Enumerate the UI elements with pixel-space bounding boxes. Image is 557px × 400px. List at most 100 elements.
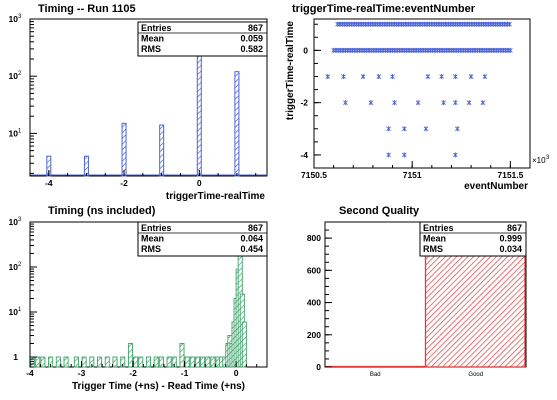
histogram-bin	[104, 356, 110, 368]
scatter-point	[342, 21, 347, 27]
scatter-point	[500, 47, 506, 53]
scatter-point	[467, 21, 472, 27]
histogram-bin	[138, 356, 144, 368]
scatter-point	[369, 47, 374, 53]
histogram-bin	[127, 343, 133, 368]
scatter-point	[493, 21, 498, 27]
x-tick-label: -1	[181, 368, 189, 378]
y-tick-label: 0	[303, 45, 308, 55]
histogram-bin	[158, 356, 164, 368]
scatter-point	[383, 47, 388, 53]
chart-title: Second Quality	[339, 205, 420, 217]
scatter-point	[470, 47, 475, 53]
scatter-point	[325, 74, 331, 80]
scatter-point	[423, 126, 429, 132]
scatter-point	[386, 126, 391, 132]
scatter-point	[424, 21, 430, 27]
scatter-point	[472, 47, 478, 53]
scatter-point	[347, 47, 353, 53]
scatter-point	[394, 21, 399, 27]
scatter-point	[339, 21, 345, 27]
scatter-point	[392, 47, 398, 53]
scatter-point	[497, 21, 503, 27]
histogram-bin	[210, 356, 216, 368]
scatter-point	[380, 21, 385, 27]
histogram-bin	[30, 356, 36, 368]
stats-label: RMS	[141, 244, 161, 254]
scatter-point	[449, 47, 454, 53]
histogram-bar	[159, 124, 165, 177]
scatter-point	[460, 21, 465, 27]
scatter-point	[476, 21, 482, 27]
histogram-bin	[189, 356, 195, 368]
stats-label: RMS	[141, 44, 161, 54]
scatter-point	[335, 21, 340, 27]
y-tick-label: -4	[300, 150, 308, 160]
scatter-point	[431, 21, 437, 27]
scatter-point	[456, 47, 461, 53]
plot-frame	[29, 18, 268, 177]
scatter-point	[408, 21, 413, 27]
scatter-point	[410, 21, 416, 27]
y-tick-label: 10	[9, 217, 19, 227]
x-tick-label: 7151	[403, 170, 422, 180]
scatter-point	[465, 47, 471, 53]
histogram-bin	[73, 356, 79, 368]
scatter-point	[416, 47, 421, 53]
scatter-point	[464, 21, 470, 27]
scatter-point	[425, 74, 431, 80]
scatter-point	[370, 21, 376, 27]
x-tick-label: 7150.5	[301, 170, 327, 180]
scatter-point	[387, 21, 392, 27]
scatter-point	[500, 21, 505, 27]
scatter-point	[450, 21, 456, 27]
stats-value: 0.999	[499, 234, 522, 244]
chart-title: Timing (ns included)	[48, 205, 156, 217]
y-tick-label: 10	[9, 307, 19, 317]
scatter-point	[477, 47, 483, 53]
scatter-point	[453, 100, 458, 106]
scatter-point	[491, 47, 497, 53]
y-tick-label: 0	[316, 362, 321, 372]
histogram-bar	[234, 71, 240, 177]
stats-label: Entries	[141, 23, 172, 33]
scatter-point	[382, 21, 388, 27]
scatter-point	[489, 47, 494, 53]
histogram-bin	[55, 356, 61, 368]
scatter-point	[429, 21, 435, 27]
scatter-point	[432, 47, 438, 53]
scatter-point	[358, 21, 364, 27]
scatter-point	[415, 21, 420, 27]
scatter-point	[441, 21, 446, 27]
scatter-point	[443, 21, 449, 27]
y-tick-label: 10	[9, 14, 19, 24]
scatter-point	[384, 21, 390, 27]
scatter-point	[336, 47, 341, 53]
scatter-point	[390, 47, 395, 53]
scatter-point	[373, 47, 379, 53]
scatter-point	[453, 21, 458, 27]
histogram-bin	[145, 356, 152, 368]
scatter-point	[402, 47, 407, 53]
scatter-point	[430, 47, 435, 53]
scatter-point	[403, 21, 409, 27]
y-tick-label: 10	[9, 262, 19, 272]
scatter-point	[458, 47, 464, 53]
x-axis-label: Trigger Time (+ns) - Read Time (+ns)	[72, 381, 245, 392]
scatter-point	[460, 47, 466, 53]
stats-value: 867	[507, 223, 522, 233]
scatter-point	[420, 21, 425, 27]
histogram-bin	[133, 356, 139, 368]
stats-value: 0.059	[240, 34, 263, 44]
histogram-bin	[166, 356, 172, 368]
histogram-bar	[121, 122, 127, 177]
scatter-point	[496, 47, 501, 53]
scatter-point	[418, 47, 424, 53]
histogram-bin	[40, 356, 46, 368]
scatter-point	[455, 126, 460, 132]
x-axis-label: eventNumber	[464, 181, 528, 192]
scatter-point	[422, 21, 428, 27]
y-tick-label: 200	[307, 330, 321, 340]
scatter-point	[505, 47, 511, 53]
scatter-point	[409, 47, 414, 53]
